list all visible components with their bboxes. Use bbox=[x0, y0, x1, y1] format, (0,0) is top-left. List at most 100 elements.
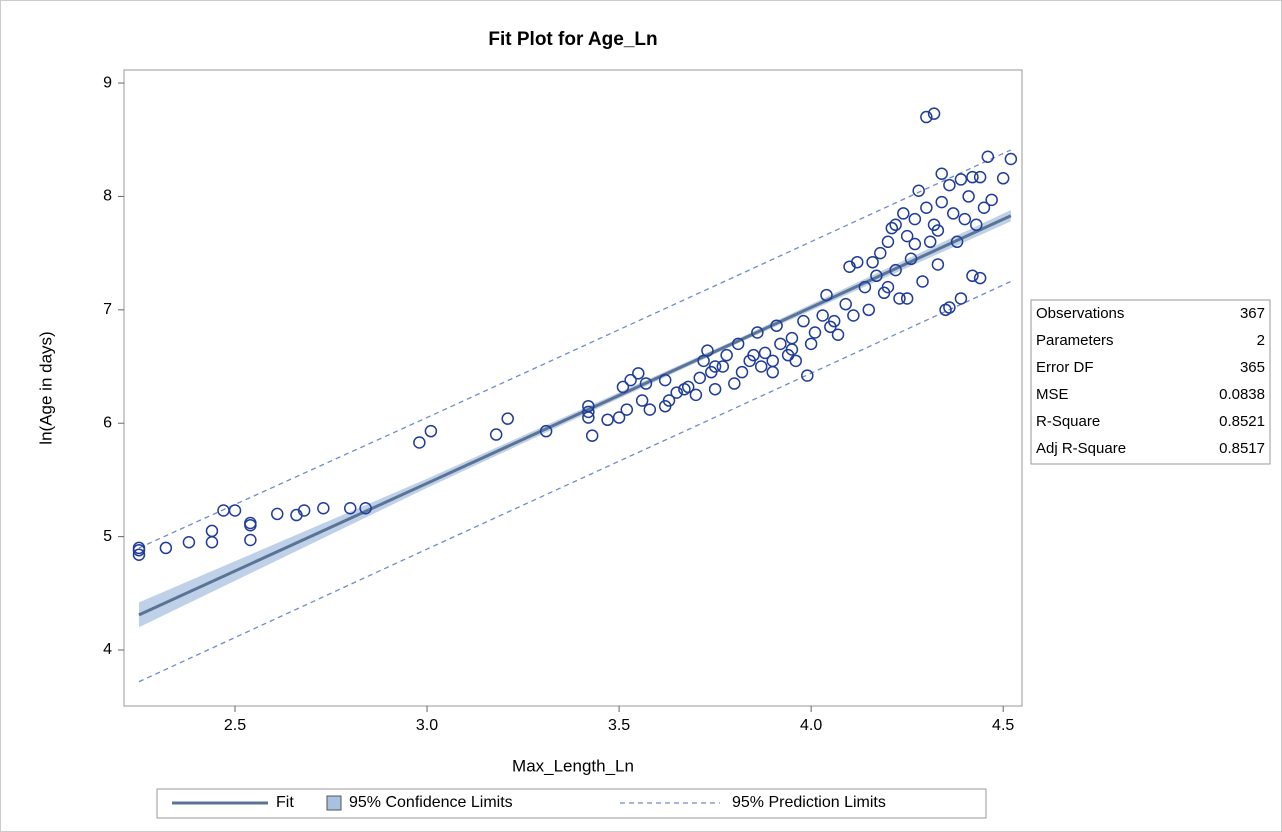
legend-label: Fit bbox=[276, 794, 294, 811]
stat-label: Error DF bbox=[1036, 359, 1094, 376]
data-point bbox=[816, 309, 829, 322]
data-point bbox=[735, 365, 749, 379]
data-point bbox=[927, 107, 941, 120]
data-point bbox=[317, 501, 330, 515]
stat-label: Observations bbox=[1036, 305, 1124, 322]
data-point bbox=[766, 354, 779, 368]
prediction-limit bbox=[138, 280, 1012, 683]
data-point bbox=[950, 235, 964, 249]
y-axis-label: ln(Age in days) bbox=[36, 331, 55, 444]
data-point bbox=[920, 201, 933, 215]
data-point bbox=[159, 541, 173, 555]
data-point bbox=[931, 258, 945, 271]
data-point bbox=[866, 255, 879, 269]
y-tick-label: 5 bbox=[103, 528, 112, 545]
data-point bbox=[908, 237, 922, 251]
data-point bbox=[359, 501, 372, 515]
data-point bbox=[681, 380, 695, 394]
data-point bbox=[297, 504, 311, 517]
data-point bbox=[797, 314, 810, 328]
legend-box bbox=[156, 788, 987, 819]
data-point bbox=[970, 218, 983, 232]
data-point bbox=[831, 328, 845, 342]
data-point bbox=[958, 212, 972, 226]
data-point bbox=[858, 280, 872, 294]
data-point bbox=[785, 343, 799, 356]
data-point bbox=[954, 173, 968, 186]
data-point bbox=[973, 271, 987, 285]
stat-value: 367 bbox=[1240, 305, 1265, 322]
data-point bbox=[413, 436, 426, 449]
data-point bbox=[754, 360, 768, 373]
x-tick-label: 3.5 bbox=[608, 717, 630, 734]
data-point bbox=[489, 428, 503, 441]
data-point bbox=[985, 193, 998, 207]
stat-value: 0.8521 bbox=[1219, 413, 1265, 430]
data-point bbox=[244, 533, 257, 547]
data-point bbox=[943, 301, 956, 314]
data-point bbox=[808, 326, 822, 339]
data-point bbox=[935, 167, 948, 181]
data-point bbox=[751, 326, 764, 339]
data-point bbox=[931, 224, 945, 237]
data-point bbox=[870, 269, 883, 283]
data-point bbox=[889, 263, 902, 277]
data-point bbox=[801, 369, 814, 382]
data-point bbox=[720, 348, 733, 362]
data-point bbox=[689, 388, 703, 402]
data-point bbox=[620, 403, 634, 416]
data-point bbox=[897, 207, 910, 220]
data-point bbox=[874, 246, 887, 260]
data-point bbox=[923, 235, 937, 249]
statistics-box bbox=[1030, 299, 1271, 465]
plot-area bbox=[123, 69, 1023, 707]
data-point bbox=[132, 541, 146, 555]
data-point bbox=[708, 382, 722, 396]
data-point bbox=[624, 373, 637, 387]
data-point bbox=[632, 367, 645, 380]
data-point bbox=[912, 184, 925, 198]
data-point bbox=[770, 319, 783, 332]
x-tick-label: 3.0 bbox=[416, 717, 438, 734]
data-point bbox=[920, 110, 933, 124]
stat-label: Parameters bbox=[1036, 332, 1114, 349]
data-point bbox=[881, 280, 895, 294]
x-tick-label: 2.5 bbox=[224, 717, 246, 734]
data-point bbox=[205, 524, 219, 538]
data-point bbox=[774, 337, 787, 351]
data-point bbox=[616, 380, 630, 394]
data-point bbox=[900, 229, 914, 243]
data-point bbox=[758, 346, 772, 360]
data-point bbox=[789, 354, 803, 368]
y-tick-label: 6 bbox=[103, 414, 112, 431]
data-point bbox=[935, 195, 948, 209]
data-point bbox=[658, 373, 672, 387]
y-tick-label: 9 bbox=[103, 74, 112, 91]
x-tick-label: 4.0 bbox=[800, 717, 822, 734]
legend-confidence-swatch bbox=[326, 795, 342, 811]
legend-label: 95% Prediction Limits bbox=[732, 794, 886, 811]
data-point bbox=[966, 269, 979, 283]
data-point bbox=[908, 212, 922, 226]
data-point bbox=[916, 275, 929, 288]
data-point bbox=[716, 360, 730, 373]
data-point bbox=[820, 288, 833, 302]
data-point bbox=[343, 501, 357, 515]
data-point bbox=[635, 394, 649, 407]
data-point bbox=[1004, 152, 1018, 166]
stat-label: MSE bbox=[1036, 386, 1069, 403]
data-point bbox=[747, 348, 760, 362]
data-point bbox=[585, 429, 599, 442]
data-point bbox=[847, 309, 860, 322]
stat-value: 0.8517 bbox=[1219, 440, 1265, 457]
data-point bbox=[601, 413, 614, 427]
data-point bbox=[839, 297, 852, 311]
data-point bbox=[708, 360, 722, 373]
data-point bbox=[728, 377, 741, 390]
data-point bbox=[996, 172, 1010, 185]
data-point bbox=[981, 150, 995, 163]
data-point bbox=[827, 314, 841, 328]
data-point bbox=[731, 337, 745, 351]
data-point bbox=[966, 170, 979, 184]
data-point bbox=[182, 536, 196, 549]
